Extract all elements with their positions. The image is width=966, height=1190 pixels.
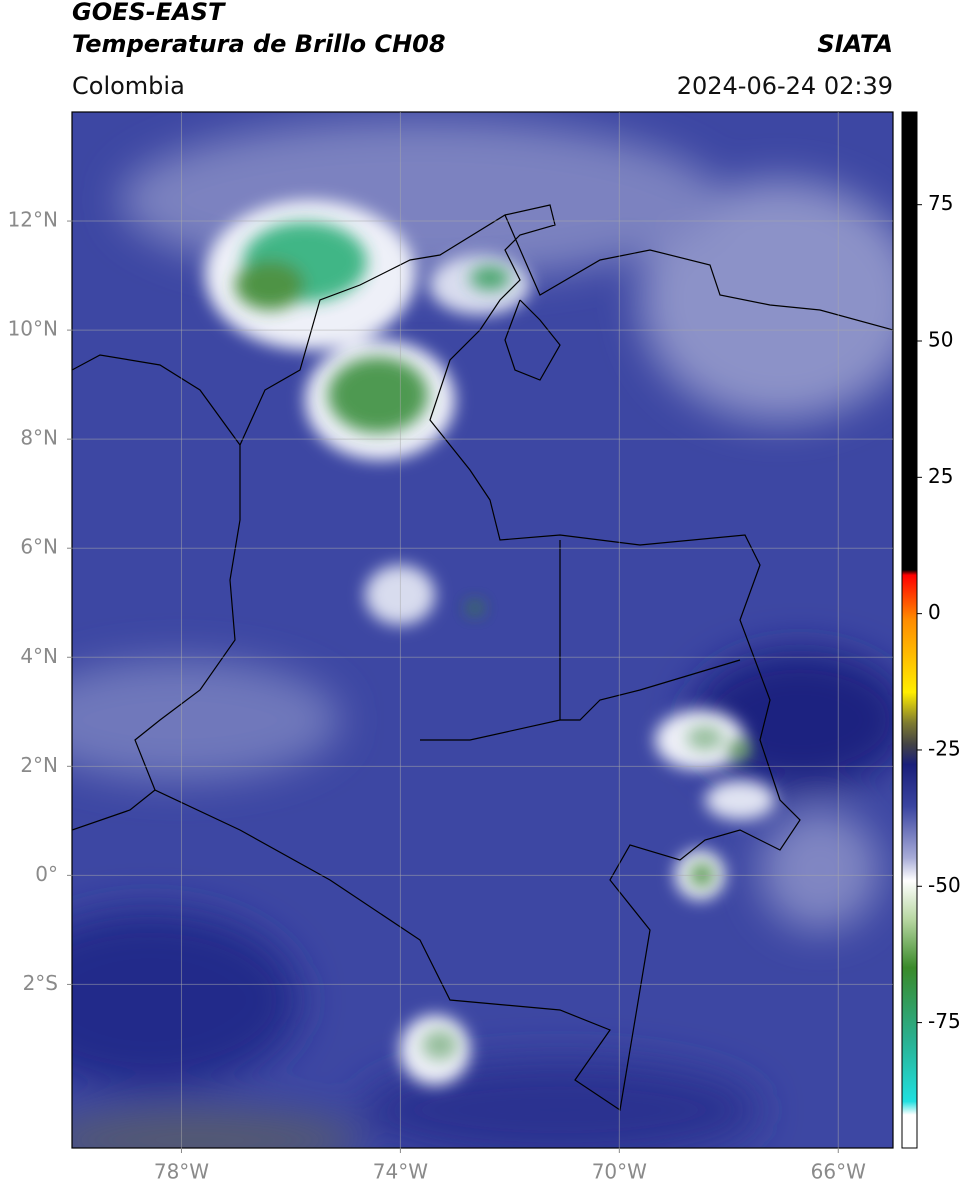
- product: Temperatura de Brillo CH08: [72, 30, 446, 58]
- x-tick-label: 70°W: [592, 1160, 647, 1184]
- y-tick-label: 2°S: [23, 971, 58, 995]
- colorbar-tick-label: -75: [928, 1009, 961, 1033]
- region: Colombia: [72, 72, 185, 100]
- colorbar-tick-label: 0: [928, 600, 941, 624]
- datetime: 2024-06-24 02:39: [677, 72, 893, 100]
- y-tick-label: 8°N: [20, 426, 58, 450]
- colorbar-tick-label: -25: [928, 736, 961, 760]
- y-tick-label: 6°N: [20, 535, 58, 559]
- map-frame: [71, 111, 894, 1149]
- satellite-image: [72, 112, 893, 1148]
- source: SIATA: [817, 30, 893, 58]
- x-tick-label: 78°W: [154, 1160, 209, 1184]
- colorbar: [901, 111, 918, 1149]
- colorbar-tick-label: -50: [928, 873, 961, 897]
- satellite: GOES-EAST: [72, 0, 226, 26]
- colorbar-tick-label: 50: [928, 328, 953, 352]
- x-tick-label: 66°W: [811, 1160, 866, 1184]
- y-tick-label: 12°N: [8, 208, 58, 232]
- y-tick-label: 4°N: [20, 644, 58, 668]
- y-tick-label: 10°N: [8, 317, 58, 341]
- y-tick-label: 0°: [35, 862, 58, 886]
- colorbar-tick-label: 75: [928, 191, 953, 215]
- colorbar-tick-label: 25: [928, 464, 953, 488]
- x-tick-label: 74°W: [373, 1160, 428, 1184]
- y-tick-label: 2°N: [20, 753, 58, 777]
